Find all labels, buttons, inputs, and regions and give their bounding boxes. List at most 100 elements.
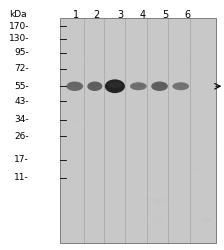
Bar xyxy=(121,95,134,98)
Ellipse shape xyxy=(90,84,100,87)
Bar xyxy=(96,224,106,225)
Text: 11-: 11- xyxy=(14,173,29,182)
Text: 4: 4 xyxy=(140,10,146,20)
Bar xyxy=(129,41,140,43)
Bar xyxy=(165,68,174,71)
Bar xyxy=(188,46,193,49)
Bar xyxy=(128,175,143,177)
Text: kDa: kDa xyxy=(9,10,27,19)
Bar xyxy=(79,164,100,166)
Bar xyxy=(131,63,140,66)
Bar xyxy=(105,108,110,110)
Bar xyxy=(75,158,84,160)
Bar xyxy=(139,53,149,56)
Bar xyxy=(190,193,198,195)
Bar xyxy=(194,83,207,84)
Bar xyxy=(202,186,209,188)
Ellipse shape xyxy=(108,82,122,88)
Bar xyxy=(155,238,161,240)
Bar xyxy=(207,26,224,28)
Bar xyxy=(68,120,82,123)
Bar xyxy=(159,140,169,141)
Bar xyxy=(91,79,100,80)
Bar xyxy=(175,60,185,62)
Bar xyxy=(95,22,100,26)
Bar xyxy=(111,71,127,74)
Bar xyxy=(197,73,214,76)
Bar xyxy=(187,57,207,60)
Bar xyxy=(210,37,218,39)
Ellipse shape xyxy=(87,82,102,91)
Text: 43-: 43- xyxy=(14,97,29,106)
Text: 170-: 170- xyxy=(9,22,29,31)
Bar xyxy=(114,214,134,217)
Bar xyxy=(109,166,126,169)
Text: 95-: 95- xyxy=(14,48,29,57)
Bar xyxy=(61,56,78,59)
Bar xyxy=(79,79,97,82)
Bar xyxy=(187,26,209,29)
Bar xyxy=(108,218,125,220)
Ellipse shape xyxy=(154,84,165,87)
Bar xyxy=(155,200,161,204)
Text: 26-: 26- xyxy=(14,132,29,141)
Bar xyxy=(193,168,201,171)
Bar xyxy=(146,85,162,87)
Bar xyxy=(194,143,212,146)
Text: 1: 1 xyxy=(73,10,79,20)
Bar xyxy=(182,113,194,117)
Bar xyxy=(187,176,194,179)
Bar xyxy=(170,220,177,224)
Bar xyxy=(87,142,99,145)
Text: 72-: 72- xyxy=(14,64,29,73)
Text: 55-: 55- xyxy=(14,82,29,91)
Bar xyxy=(141,168,159,170)
Text: 2: 2 xyxy=(93,10,99,20)
Text: 130-: 130- xyxy=(9,34,29,43)
Ellipse shape xyxy=(132,84,144,87)
Bar xyxy=(188,116,202,117)
Text: 5: 5 xyxy=(162,10,168,20)
Bar xyxy=(121,179,140,182)
Bar xyxy=(82,58,88,62)
Bar xyxy=(143,16,149,19)
Bar xyxy=(201,98,211,100)
Bar xyxy=(66,35,75,38)
Bar xyxy=(75,87,81,89)
Bar xyxy=(119,26,136,29)
Text: 17-: 17- xyxy=(14,156,29,164)
Bar xyxy=(105,232,120,234)
Bar xyxy=(71,95,76,98)
Bar xyxy=(159,118,165,122)
Bar xyxy=(109,126,130,128)
Bar xyxy=(184,62,190,65)
Bar xyxy=(149,217,165,221)
Bar xyxy=(215,146,224,150)
Bar xyxy=(157,217,163,220)
Bar xyxy=(185,93,202,96)
Ellipse shape xyxy=(105,80,125,93)
Ellipse shape xyxy=(151,82,168,91)
Bar xyxy=(177,109,198,111)
Bar xyxy=(209,74,224,76)
Bar xyxy=(199,66,215,67)
Bar xyxy=(146,198,167,201)
Text: 34-: 34- xyxy=(14,116,29,124)
Bar xyxy=(159,45,178,46)
Bar xyxy=(69,44,84,48)
Ellipse shape xyxy=(175,84,187,87)
Bar xyxy=(117,22,139,24)
Bar xyxy=(67,108,83,110)
Ellipse shape xyxy=(66,82,83,91)
Bar xyxy=(80,123,98,125)
Bar xyxy=(64,23,84,26)
Ellipse shape xyxy=(130,82,147,90)
Bar xyxy=(127,22,149,25)
Bar xyxy=(186,39,196,41)
Ellipse shape xyxy=(172,82,189,90)
Ellipse shape xyxy=(69,84,81,87)
Bar xyxy=(85,183,99,186)
Bar xyxy=(154,33,160,35)
Bar xyxy=(116,214,136,216)
Bar xyxy=(119,98,132,102)
